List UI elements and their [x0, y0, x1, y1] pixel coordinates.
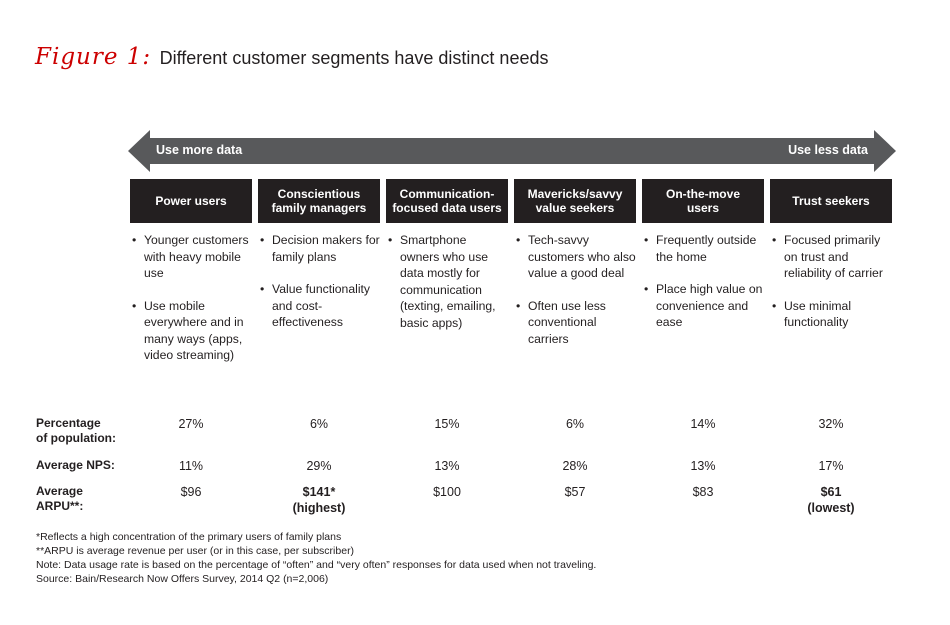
footnote: **ARPU is average revenue per user (or i… — [36, 545, 355, 557]
segment-header-family-managers: Conscientious family managers — [258, 179, 380, 223]
nps-value: 13% — [434, 459, 460, 473]
footnote: Source: Bain/Research Now Offers Survey,… — [36, 573, 329, 585]
use-less-data-label: Use less data — [788, 143, 868, 157]
segment-header-power-users: Power users — [130, 179, 252, 223]
segment-bullets-on-the-move: Frequently outside the home Place high v… — [642, 232, 764, 347]
population-row-label: Percentage of population: — [36, 416, 116, 445]
nps-row-label: Average NPS: — [36, 458, 115, 472]
arpu-value: $96 — [180, 485, 202, 499]
bullet-item: Smartphone owners who use data mostly fo… — [386, 232, 508, 331]
bullet-item: Use minimal functionality — [770, 298, 892, 331]
arpu-value: $83 — [692, 485, 714, 499]
figure-title-text: Different customer segments have distinc… — [159, 48, 549, 68]
segment-bullets-value-seekers: Tech-savvy customers who also value a go… — [514, 232, 636, 363]
population-value: 15% — [434, 417, 460, 431]
population-value: 32% — [818, 417, 844, 431]
population-value: 27% — [178, 417, 204, 431]
population-value: 6% — [309, 417, 329, 431]
arpu-value: $100 — [433, 485, 461, 499]
bullet-item: Use mobile everywhere and in many ways (… — [130, 298, 252, 364]
footnote: Note: Data usage rate is based on the pe… — [36, 559, 597, 571]
figure-title: Figure 1: Different customer segments ha… — [35, 44, 548, 80]
arpu-cell: $141* (highest) — [258, 484, 380, 516]
nps-value: 13% — [690, 459, 716, 473]
use-more-data-label: Use more data — [156, 143, 243, 157]
arpu-cell: $100 — [386, 484, 508, 500]
segment-bullets-family-managers: Decision makers for family plans Value f… — [258, 232, 380, 347]
nps-value: 17% — [818, 459, 844, 473]
segment-header-on-the-move: On-the-move users — [642, 179, 764, 223]
bullet-item: Decision makers for family plans — [258, 232, 380, 265]
nps-value: 28% — [562, 459, 588, 473]
arpu-note: (highest) — [292, 501, 346, 515]
arpu-value: $141* — [302, 485, 336, 499]
bullet-item: Often use less conventional carriers — [514, 298, 636, 348]
segment-header-value-seekers: Mavericks/savvy value seekers — [514, 179, 636, 223]
nps-value: 29% — [306, 459, 332, 473]
bullet-item: Younger customers with heavy mobile use — [130, 232, 252, 282]
arpu-value: $57 — [564, 485, 586, 499]
segment-header-communication-users: Communication- focused data users — [386, 179, 508, 223]
footnotes: *Reflects a high concentration of the pr… — [36, 530, 596, 586]
bullet-item: Frequently outside the home — [642, 232, 764, 265]
population-value: 14% — [690, 417, 716, 431]
nps-value: 11% — [178, 459, 204, 473]
bullet-item: Tech-savvy customers who also value a go… — [514, 232, 636, 282]
footnote: *Reflects a high concentration of the pr… — [36, 531, 342, 543]
arpu-value: $61 — [820, 485, 842, 499]
data-usage-arrow: Use more data Use less data — [128, 130, 896, 172]
segment-header-trust-seekers: Trust seekers — [770, 179, 892, 223]
population-value: 6% — [565, 417, 585, 431]
arpu-note: (lowest) — [807, 501, 855, 515]
bullet-item: Value functionality and cost-effectivene… — [258, 281, 380, 331]
segment-bullets-trust-seekers: Focused primarily on trust and reliabili… — [770, 232, 892, 347]
arpu-cell: $57 — [514, 484, 636, 500]
figure-label: Figure 1: — [35, 44, 152, 70]
arpu-cell: $96 — [130, 484, 252, 500]
bullet-item: Focused primarily on trust and reliabili… — [770, 232, 892, 282]
bullet-item: Place high value on convenience and ease — [642, 281, 764, 331]
double-arrow-icon — [128, 130, 896, 172]
arpu-cell: $83 — [642, 484, 764, 500]
arpu-row-label: Average ARPU**: — [36, 484, 84, 513]
arpu-cell: $61 (lowest) — [770, 484, 892, 516]
segment-bullets-power-users: Younger customers with heavy mobile use … — [130, 232, 252, 380]
segment-bullets-communication-users: Smartphone owners who use data mostly fo… — [386, 232, 508, 347]
